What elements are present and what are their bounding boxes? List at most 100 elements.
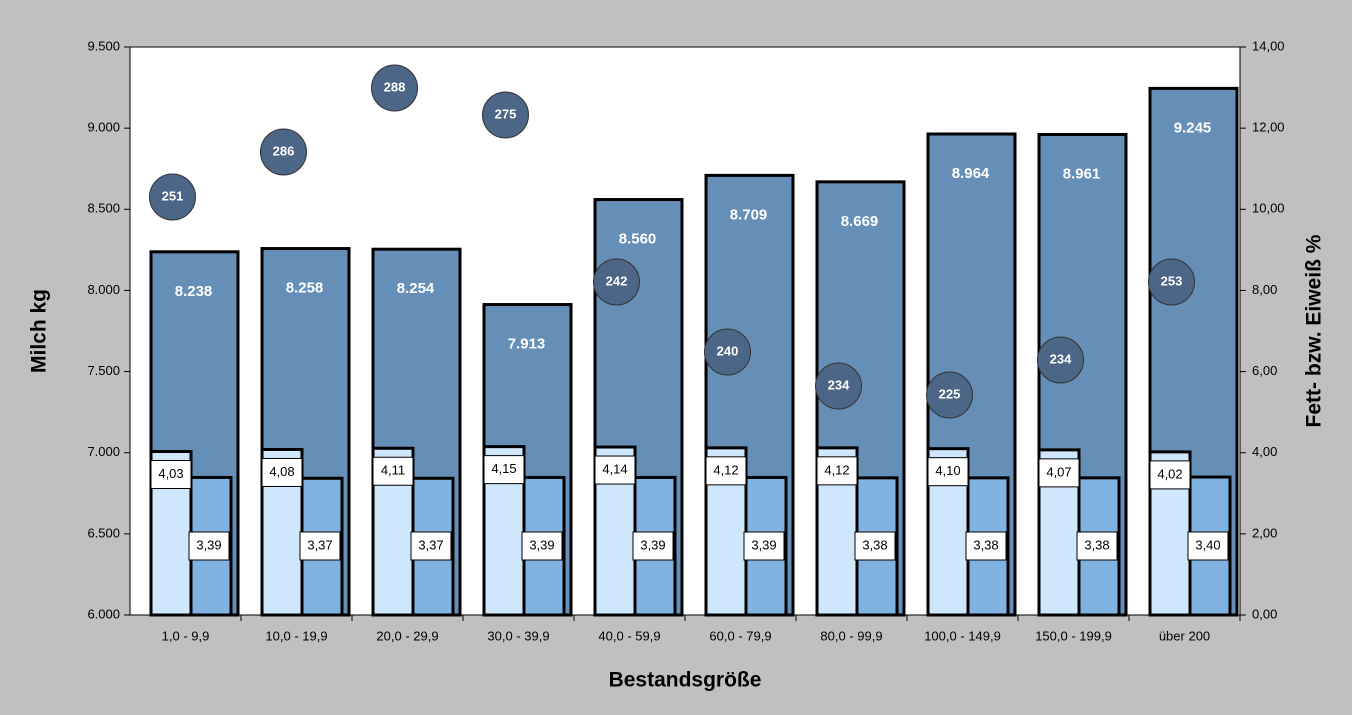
milk-label: 9.245 bbox=[1174, 119, 1212, 136]
x-tick-label: 150,0 - 199,9 bbox=[1035, 628, 1112, 643]
circle-label: 234 bbox=[1050, 351, 1072, 366]
circle-label: 240 bbox=[717, 343, 739, 358]
x-axis-title: Bestandsgröße bbox=[609, 669, 762, 692]
protein-label: 3,39 bbox=[196, 537, 221, 552]
y-tick-label: 6.000 bbox=[87, 606, 120, 621]
milk-label: 7.913 bbox=[508, 336, 546, 353]
circle-label: 225 bbox=[939, 386, 961, 401]
protein-label-box bbox=[410, 531, 452, 561]
circle-label: 288 bbox=[384, 79, 406, 94]
circle-marker bbox=[1148, 258, 1195, 306]
y-tick-label: 6.500 bbox=[87, 525, 120, 540]
y2-tick-label: 2,00 bbox=[1252, 525, 1277, 540]
milk-label: 8.238 bbox=[175, 283, 213, 300]
circle-marker bbox=[926, 371, 973, 419]
fat-label: 4,02 bbox=[1157, 466, 1182, 481]
y2-axis-title: Fett- bzw. Eiweiß % bbox=[1303, 234, 1326, 427]
circle-marker bbox=[260, 128, 307, 176]
milk-label: 8.560 bbox=[619, 231, 657, 248]
fat-label: 4,03 bbox=[158, 466, 183, 481]
fat-label-box bbox=[705, 456, 747, 486]
x-tick-label: 100,0 - 149,9 bbox=[924, 628, 1001, 643]
x-tick-label: 10,0 - 19,9 bbox=[265, 628, 327, 643]
fat-label: 4,08 bbox=[269, 464, 294, 479]
fat-label: 4,11 bbox=[381, 463, 405, 478]
protein-label: 3,39 bbox=[640, 537, 665, 552]
protein-label: 3,37 bbox=[307, 537, 332, 552]
y-tick-label: 9.000 bbox=[87, 120, 120, 135]
y-tick-label: 9.500 bbox=[87, 38, 120, 53]
fat-label: 4,12 bbox=[824, 462, 849, 477]
protein-label-box bbox=[854, 531, 896, 561]
milk-label: 8.961 bbox=[1063, 165, 1101, 182]
x-tick-label: 30,0 - 39,9 bbox=[487, 628, 549, 643]
protein-label: 3,40 bbox=[1195, 537, 1220, 552]
y2-tick-label: 8,00 bbox=[1252, 282, 1277, 297]
protein-label: 3,37 bbox=[418, 537, 443, 552]
fat-label-box bbox=[150, 459, 192, 489]
fat-label-box bbox=[372, 456, 414, 486]
y2-tick-label: 6,00 bbox=[1252, 363, 1277, 378]
fat-label: 4,14 bbox=[602, 461, 627, 476]
y2-tick-label: 10,00 bbox=[1252, 201, 1285, 216]
y-tick-label: 8.500 bbox=[87, 201, 120, 216]
circle-marker bbox=[371, 64, 418, 112]
circle-label: 286 bbox=[273, 143, 295, 158]
protein-label: 3,39 bbox=[751, 537, 776, 552]
fat-label-box bbox=[483, 455, 525, 485]
y2-tick-label: 12,00 bbox=[1252, 120, 1285, 135]
y-tick-label: 7.000 bbox=[87, 444, 120, 459]
fat-label-box bbox=[594, 455, 636, 485]
x-tick-label: 80,0 - 99,9 bbox=[820, 628, 882, 643]
milk-label: 8.964 bbox=[952, 165, 990, 182]
circle-marker bbox=[1037, 336, 1084, 384]
y-tick-label: 7.500 bbox=[87, 363, 120, 378]
milk-label: 8.669 bbox=[841, 213, 879, 230]
fat-label-box bbox=[1149, 460, 1191, 490]
protein-label: 3,39 bbox=[529, 537, 554, 552]
circle-label: 234 bbox=[828, 377, 850, 392]
protein-label-box bbox=[1076, 531, 1118, 561]
x-tick-label: 1,0 - 9,9 bbox=[162, 628, 210, 643]
milk-label: 8.254 bbox=[397, 280, 435, 297]
fat-label: 4,12 bbox=[713, 462, 738, 477]
milk-label: 8.709 bbox=[730, 206, 768, 223]
plot-frame bbox=[129, 46, 1241, 616]
protein-label-box bbox=[521, 531, 563, 561]
y-axis-title: Milch kg bbox=[28, 289, 51, 373]
y2-tick-label: 14,00 bbox=[1252, 38, 1285, 53]
protein-label-box bbox=[188, 531, 230, 561]
protein-label-box bbox=[299, 531, 341, 561]
protein-label: 3,38 bbox=[973, 537, 998, 552]
protein-label-box bbox=[965, 531, 1007, 561]
circle-label: 251 bbox=[162, 188, 184, 203]
fat-label-box bbox=[261, 457, 303, 487]
milk-label: 8.258 bbox=[286, 280, 324, 297]
circle-marker bbox=[149, 173, 196, 221]
x-tick-label: 60,0 - 79,9 bbox=[709, 628, 771, 643]
protein-label-box bbox=[632, 531, 674, 561]
fat-label-box bbox=[1038, 458, 1080, 488]
circle-label: 242 bbox=[606, 273, 628, 288]
x-tick-label: 20,0 - 29,9 bbox=[376, 628, 438, 643]
fat-label-box bbox=[927, 457, 969, 487]
circle-marker bbox=[815, 362, 862, 410]
circle-marker bbox=[593, 258, 640, 306]
y-tick-label: 8.000 bbox=[87, 282, 120, 297]
y2-tick-label: 0,00 bbox=[1252, 606, 1277, 621]
x-tick-label: 40,0 - 59,9 bbox=[598, 628, 660, 643]
protein-label: 3,38 bbox=[862, 537, 887, 552]
circle-label: 253 bbox=[1161, 273, 1183, 288]
fat-label: 4,10 bbox=[935, 463, 960, 478]
protein-label: 3,38 bbox=[1084, 537, 1109, 552]
fat-label: 4,07 bbox=[1046, 464, 1071, 479]
protein-label-box bbox=[1187, 531, 1229, 561]
circle-marker bbox=[482, 91, 529, 139]
fat-label: 4,15 bbox=[491, 461, 516, 476]
circle-marker bbox=[704, 328, 751, 376]
protein-label-box bbox=[743, 531, 785, 561]
circle-label: 275 bbox=[495, 106, 517, 121]
y2-tick-label: 4,00 bbox=[1252, 444, 1277, 459]
fat-label-box bbox=[816, 456, 858, 486]
